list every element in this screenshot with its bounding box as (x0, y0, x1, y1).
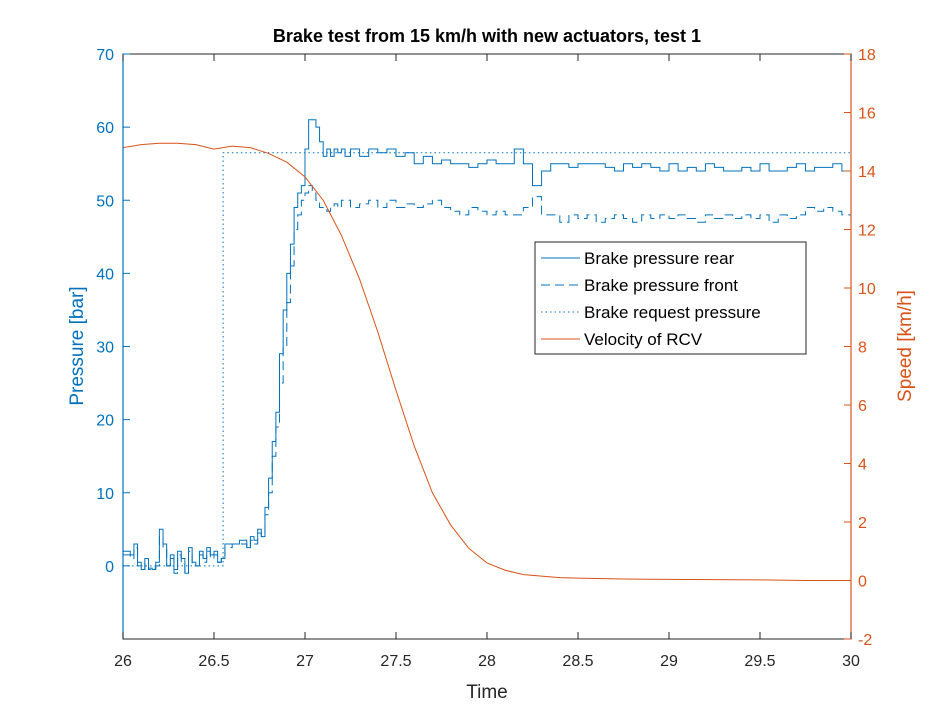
legend-entry-label: Brake pressure front (584, 276, 738, 295)
right-tick-label: 2 (858, 515, 867, 532)
legend: Brake pressure rear Brake pressure front B… (534, 241, 807, 355)
chart-title: Brake test from 15 km/h with new actuato… (273, 26, 701, 46)
x-axis-ticks: 26 26.5 27 27.5 28 28.5 29 29.5 30 (114, 54, 860, 670)
x-tick-label: 28.5 (562, 653, 593, 670)
left-tick-label: 40 (96, 266, 114, 283)
x-tick-label: 26.5 (198, 653, 229, 670)
left-tick-label: 30 (96, 340, 114, 357)
series-line-3 (123, 152, 851, 567)
series-layer (122, 119, 851, 581)
left-tick-label: 70 (96, 47, 114, 64)
right-tick-label: 8 (858, 340, 867, 357)
left-tick-label: 10 (96, 486, 114, 503)
legend-entry-label: Brake pressure rear (584, 249, 735, 268)
x-tick-label: 26 (114, 653, 132, 670)
series-line-4 (122, 142, 851, 581)
right-axis-ticks: -2 0 2 4 6 8 10 12 14 16 18 (844, 47, 876, 649)
legend-box (534, 241, 807, 355)
right-tick-label: 14 (858, 164, 876, 181)
left-tick-label: 0 (105, 559, 114, 576)
left-tick-label: 50 (96, 193, 114, 210)
left-tick-label: 20 (96, 413, 114, 430)
x-tick-label: 27 (296, 653, 314, 670)
right-tick-label: 12 (858, 223, 876, 240)
left-axis-ticks: 0 10 20 30 40 50 60 70 (96, 47, 130, 576)
right-axis-label: Speed [km/h] (895, 290, 916, 402)
right-tick-label: 4 (858, 457, 867, 474)
legend-entry-label: Brake request pressure (584, 303, 761, 322)
series-line-2 (123, 185, 851, 574)
x-tick-label: 29 (660, 653, 678, 670)
x-tick-label: 27.5 (380, 653, 411, 670)
right-tick-label: -2 (858, 632, 872, 649)
right-tick-label: 10 (858, 281, 876, 298)
right-tick-label: 0 (858, 574, 867, 591)
left-tick-label: 60 (96, 120, 114, 137)
x-tick-label: 30 (842, 653, 860, 670)
legend-entry-label: Velocity of RCV (584, 330, 703, 349)
x-tick-label: 28 (478, 653, 496, 670)
x-axis-label: Time (466, 682, 508, 703)
right-tick-label: 16 (858, 106, 876, 123)
x-tick-label: 29.5 (744, 653, 775, 670)
left-axis-label: Pressure [bar] (67, 286, 88, 405)
right-tick-label: 6 (858, 398, 867, 415)
right-tick-label: 18 (858, 47, 876, 64)
